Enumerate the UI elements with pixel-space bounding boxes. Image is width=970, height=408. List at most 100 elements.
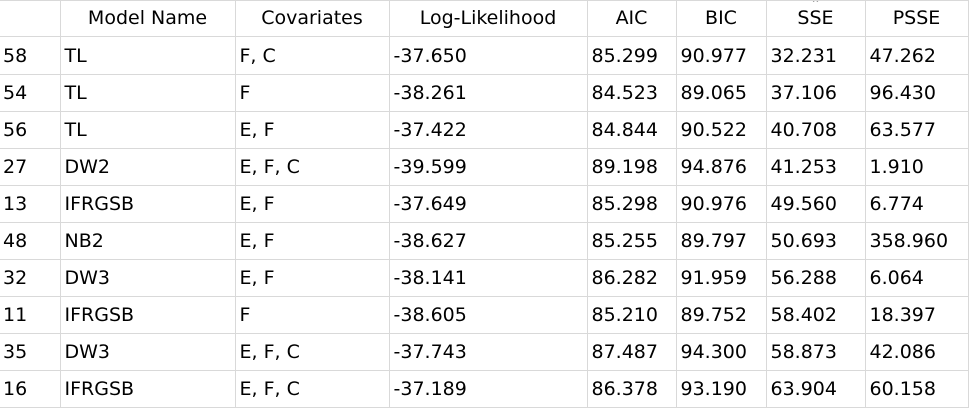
psse-cell[interactable]: 63.577 (865, 111, 969, 149)
bic-cell[interactable]: 94.876 (676, 148, 767, 186)
aic-cell[interactable]: 85.299 (587, 36, 677, 75)
column-header-bic[interactable]: BIC (676, 0, 767, 37)
table-row[interactable]: 48 NB2 E, F -38.627 85.255 89.797 50.693 358.96… (0, 222, 969, 260)
sse-cell[interactable]: 40.708 (766, 111, 866, 149)
sse-cell[interactable]: 50.693 (766, 222, 866, 260)
column-header-sse[interactable]: ^ SSE (766, 0, 866, 37)
covariates-cell[interactable]: E, F (235, 111, 390, 149)
log-likelihood-cell[interactable]: -38.141 (389, 259, 588, 297)
row-number[interactable]: 11 (0, 296, 61, 334)
sse-cell[interactable]: 63.904 (766, 370, 866, 408)
sse-cell[interactable]: 37.106 (766, 74, 866, 112)
sse-cell[interactable]: 58.873 (766, 333, 866, 371)
model-name-cell[interactable]: TL (60, 74, 236, 112)
model-name-cell[interactable]: DW3 (60, 333, 236, 371)
aic-cell[interactable]: 86.378 (587, 370, 677, 408)
row-number[interactable]: 32 (0, 259, 61, 297)
row-number[interactable]: 56 (0, 111, 61, 149)
bic-cell[interactable]: 89.797 (676, 222, 767, 260)
log-likelihood-cell[interactable]: -37.189 (389, 370, 588, 408)
psse-cell[interactable]: 358.960 (865, 222, 969, 260)
aic-cell[interactable]: 85.255 (587, 222, 677, 260)
aic-cell[interactable]: 86.282 (587, 259, 677, 297)
model-name-cell[interactable]: DW3 (60, 259, 236, 297)
covariates-cell[interactable]: F, C (235, 36, 390, 75)
table-row[interactable]: 35 DW3 E, F, C -37.743 87.487 94.300 58.873 42.… (0, 333, 969, 371)
psse-cell[interactable]: 42.086 (865, 333, 969, 371)
corner-header[interactable] (0, 0, 61, 37)
column-header-sse-label: SSE (797, 7, 834, 29)
covariates-cell[interactable]: F (235, 296, 390, 334)
sse-cell[interactable]: 32.231 (766, 36, 866, 75)
log-likelihood-cell[interactable]: -37.649 (389, 185, 588, 223)
aic-cell[interactable]: 85.210 (587, 296, 677, 334)
row-number[interactable]: 54 (0, 74, 61, 112)
log-likelihood-cell[interactable]: -37.743 (389, 333, 588, 371)
model-name-cell[interactable]: TL (60, 36, 236, 75)
aic-cell[interactable]: 87.487 (587, 333, 677, 371)
bic-cell[interactable]: 93.190 (676, 370, 767, 408)
covariates-cell[interactable]: E, F (235, 259, 390, 297)
table-row[interactable]: 32 DW3 E, F -38.141 86.282 91.959 56.288 6.064 (0, 259, 969, 297)
table-row[interactable]: 27 DW2 E, F, C -39.599 89.198 94.876 41.253 1.9… (0, 148, 969, 186)
row-number[interactable]: 58 (0, 36, 61, 75)
covariates-cell[interactable]: E, F, C (235, 370, 390, 408)
bic-cell[interactable]: 91.959 (676, 259, 767, 297)
covariates-cell[interactable]: F (235, 74, 390, 112)
covariates-cell[interactable]: E, F, C (235, 333, 390, 371)
model-name-cell[interactable]: IFRGSB (60, 185, 236, 223)
table-row[interactable]: 54 TL F -38.261 84.523 89.065 37.106 96.430 (0, 74, 969, 112)
bic-cell[interactable]: 89.752 (676, 296, 767, 334)
model-name-cell[interactable]: NB2 (60, 222, 236, 260)
sse-cell[interactable]: 58.402 (766, 296, 866, 334)
psse-cell[interactable]: 6.774 (865, 185, 969, 223)
table-row[interactable]: 58 TL F, C -37.650 85.299 90.977 32.231 47.262 (0, 36, 969, 75)
log-likelihood-cell[interactable]: -38.261 (389, 74, 588, 112)
row-number[interactable]: 27 (0, 148, 61, 186)
bic-cell[interactable]: 94.300 (676, 333, 767, 371)
column-header-log-likelihood[interactable]: Log-Likelihood (389, 0, 588, 37)
log-likelihood-cell[interactable]: -38.605 (389, 296, 588, 334)
sse-cell[interactable]: 41.253 (766, 148, 866, 186)
psse-cell[interactable]: 60.158 (865, 370, 969, 408)
table-row[interactable]: 16 IFRGSB E, F, C -37.189 86.378 93.190 63.904… (0, 370, 969, 408)
table-row[interactable]: 11 IFRGSB F -38.605 85.210 89.752 58.402 18.397 (0, 296, 969, 334)
sse-cell[interactable]: 49.560 (766, 185, 866, 223)
table-row[interactable]: 56 TL E, F -37.422 84.844 90.522 40.708 63.577 (0, 111, 969, 149)
column-header-model-name[interactable]: Model Name (60, 0, 236, 37)
model-name-cell[interactable]: DW2 (60, 148, 236, 186)
model-name-cell[interactable]: TL (60, 111, 236, 149)
aic-cell[interactable]: 84.844 (587, 111, 677, 149)
bic-cell[interactable]: 89.065 (676, 74, 767, 112)
column-header-psse[interactable]: PSSE (865, 0, 969, 37)
aic-cell[interactable]: 89.198 (587, 148, 677, 186)
log-likelihood-cell[interactable]: -37.650 (389, 36, 588, 75)
psse-cell[interactable]: 96.430 (865, 74, 969, 112)
aic-cell[interactable]: 85.298 (587, 185, 677, 223)
log-likelihood-cell[interactable]: -38.627 (389, 222, 588, 260)
sse-cell[interactable]: 56.288 (766, 259, 866, 297)
model-name-cell[interactable]: IFRGSB (60, 296, 236, 334)
bic-cell[interactable]: 90.976 (676, 185, 767, 223)
table-row[interactable]: 13 IFRGSB E, F -37.649 85.298 90.976 49.560 6.7… (0, 185, 969, 223)
covariates-cell[interactable]: E, F (235, 185, 390, 223)
column-header-aic[interactable]: AIC (587, 0, 677, 37)
header-row: Model Name Covariates Log-Likelihood AIC… (0, 0, 969, 37)
bic-cell[interactable]: 90.522 (676, 111, 767, 149)
covariates-cell[interactable]: E, F, C (235, 148, 390, 186)
column-header-covariates[interactable]: Covariates (235, 0, 390, 37)
log-likelihood-cell[interactable]: -37.422 (389, 111, 588, 149)
row-number[interactable]: 16 (0, 370, 61, 408)
psse-cell[interactable]: 1.910 (865, 148, 969, 186)
psse-cell[interactable]: 47.262 (865, 36, 969, 75)
aic-cell[interactable]: 84.523 (587, 74, 677, 112)
log-likelihood-cell[interactable]: -39.599 (389, 148, 588, 186)
row-number[interactable]: 48 (0, 222, 61, 260)
row-number[interactable]: 35 (0, 333, 61, 371)
row-number[interactable]: 13 (0, 185, 61, 223)
bic-cell[interactable]: 90.977 (676, 36, 767, 75)
psse-cell[interactable]: 6.064 (865, 259, 969, 297)
covariates-cell[interactable]: E, F (235, 222, 390, 260)
psse-cell[interactable]: 18.397 (865, 296, 969, 334)
model-name-cell[interactable]: IFRGSB (60, 370, 236, 408)
